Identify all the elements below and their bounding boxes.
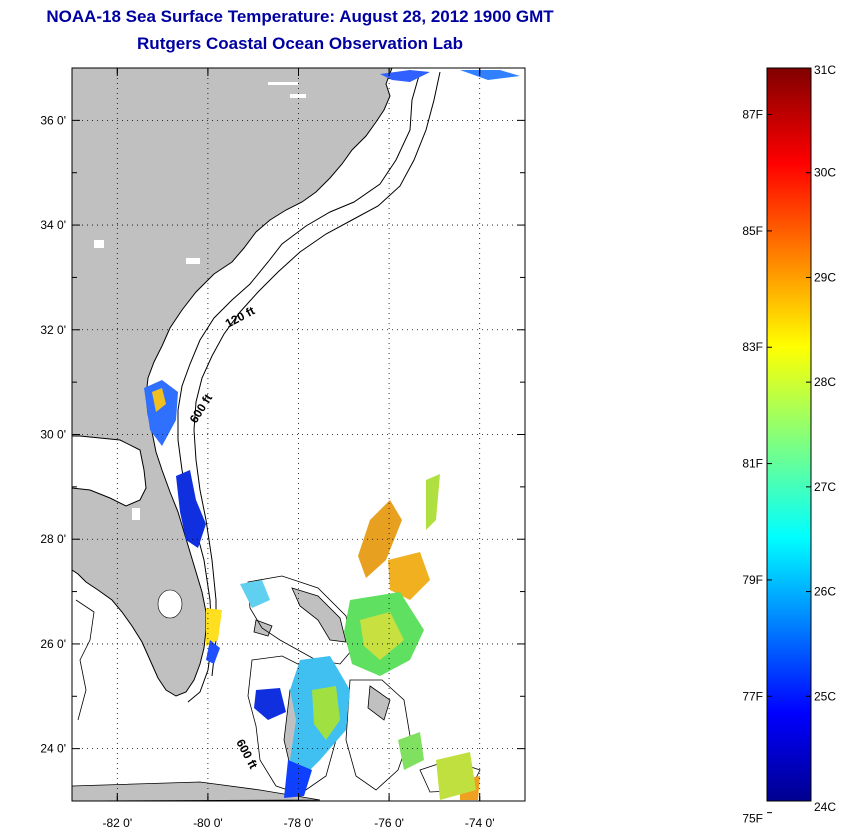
fahrenheit-tick-label: 83F <box>742 340 763 354</box>
x-tick-label: -80 0' <box>193 816 223 830</box>
colorbar-fahrenheit-ticks: 87F 85F 83F 81F 79F 77F 75F <box>742 108 772 826</box>
y-tick-label: 28 0' <box>40 532 66 546</box>
x-tick-label: -74 0' <box>465 816 495 830</box>
celsius-tick-label: 26C <box>814 585 836 599</box>
y-tick-label: 32 0' <box>40 323 66 337</box>
chart-subtitle: Rutgers Coastal Ocean Observation Lab <box>137 34 463 53</box>
sst-observations <box>144 70 520 800</box>
celsius-tick-label: 24C <box>814 800 836 814</box>
colorbar <box>766 67 812 802</box>
y-tick-label: 36 0' <box>40 113 66 127</box>
x-axis: -82 0' -80 0' -78 0' -76 0' -74 0' <box>102 68 495 830</box>
graticule <box>72 68 525 801</box>
celsius-tick-label: 29C <box>814 270 836 284</box>
colorbar-celsius-ticks: 31C 30C 29C 28C 27C 26C 25C 24C <box>806 63 836 814</box>
celsius-tick-label: 31C <box>814 63 836 77</box>
celsius-tick-label: 30C <box>814 166 836 180</box>
x-tick-label: -76 0' <box>374 816 404 830</box>
fahrenheit-tick-label: 75F <box>742 812 763 826</box>
y-tick-label: 26 0' <box>40 637 66 651</box>
fahrenheit-tick-label: 79F <box>742 573 763 587</box>
y-tick-label: 24 0' <box>40 742 66 756</box>
fahrenheit-tick-label: 81F <box>742 457 763 471</box>
chart-title: NOAA-18 Sea Surface Temperature: August … <box>46 7 554 26</box>
y-axis: 36 0' 34 0' 32 0' 30 0' 28 0' 26 0' 24 0' <box>40 67 525 802</box>
x-tick-label: -78 0' <box>284 816 314 830</box>
celsius-tick-label: 25C <box>814 689 836 703</box>
celsius-tick-label: 28C <box>814 375 836 389</box>
y-tick-label: 30 0' <box>40 428 66 442</box>
fahrenheit-tick-label: 77F <box>742 689 763 703</box>
fahrenheit-tick-label: 87F <box>742 108 763 122</box>
y-tick-label: 34 0' <box>40 218 66 232</box>
fahrenheit-tick-label: 85F <box>742 224 763 238</box>
celsius-tick-label: 27C <box>814 480 836 494</box>
x-tick-label: -82 0' <box>102 816 132 830</box>
